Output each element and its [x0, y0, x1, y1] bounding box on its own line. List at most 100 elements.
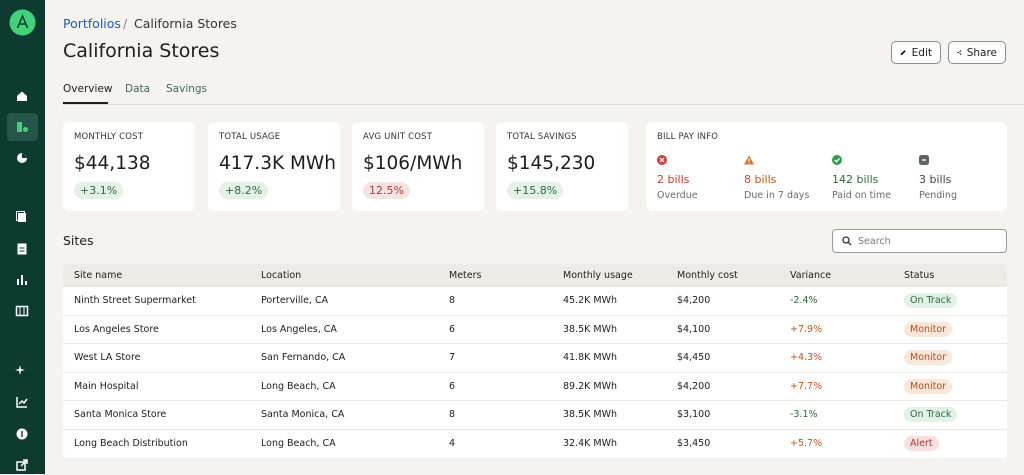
table-cell: 38.5K MWh: [563, 316, 617, 344]
kpi-card: TOTAL SAVINGS $145,230 +15.8%: [496, 122, 628, 211]
portfolio-icon[interactable]: [12, 117, 32, 137]
cell-text: $4,100: [677, 323, 711, 335]
share-button[interactable]: Share: [948, 41, 1006, 64]
kpi-value: 417.3K MWh: [219, 153, 336, 174]
kpi-value: $106/MWh: [363, 153, 463, 174]
table-cell: 38.5K MWh: [563, 401, 617, 429]
active-nav[interactable]: [7, 113, 38, 141]
table-row[interactable]: Ninth Street Supermarket Porterville, CA 8…: [63, 287, 1007, 316]
bill-status-icon: [832, 155, 842, 165]
table-cell: Los Angeles Store: [74, 316, 159, 344]
variance: -2.4%: [790, 295, 818, 307]
cell-text: 38.5K MWh: [563, 323, 618, 335]
bill-label: Due in 7 days: [744, 190, 810, 201]
variance: +4.3%: [790, 352, 823, 364]
cell-text: San Fernando, CA: [261, 352, 346, 364]
column-header[interactable]: Location: [261, 269, 302, 281]
breadcrumb-current: California Stores: [134, 16, 237, 31]
edit-button[interactable]: Edit: [891, 41, 941, 64]
logo[interactable]: [9, 9, 36, 36]
column-header[interactable]: Variance: [790, 269, 832, 281]
cell-text: Porterville, CA: [261, 295, 329, 307]
bars-icon[interactable]: [12, 270, 32, 290]
table-cell: Santa Monica, CA: [261, 401, 344, 429]
variance: +7.7%: [790, 380, 823, 392]
table-row[interactable]: Santa Monica Store Santa Monica, CA 8 38.5K…: [63, 401, 1007, 430]
bill-pay-item: 3 bills Pending: [919, 150, 957, 201]
column-header[interactable]: Monthly usage: [563, 269, 633, 281]
dollar-icon[interactable]: [12, 424, 32, 444]
bill-status-icon: [744, 155, 754, 165]
table-cell: -2.4%: [790, 287, 818, 315]
table-row[interactable]: Los Angeles Store Los Angeles, CA 6 38.5K M…: [63, 316, 1007, 344]
table-row[interactable]: West LA Store San Fernando, CA 7 41.8K MWh $…: [63, 344, 1007, 373]
cell-text: 38.5K MWh: [563, 409, 618, 421]
table-cell: 8: [449, 287, 455, 315]
bill-label: Pending: [919, 190, 957, 201]
status-badge: Alert: [904, 436, 939, 452]
cell-text: Long Beach Distribution: [74, 438, 188, 450]
table-cell: Monitor: [904, 344, 953, 372]
table-cell: 32.4K MWh: [563, 430, 617, 459]
variance: +7.9%: [790, 323, 823, 335]
kpi-change: 12.5%: [363, 182, 410, 199]
table-cell: Ninth Street Supermarket: [74, 287, 196, 315]
chart-icon[interactable]: [12, 148, 32, 168]
kpi-card: AVG UNIT COST $106/MWh 12.5%: [352, 122, 484, 211]
column-header[interactable]: Site name: [74, 269, 123, 281]
spark-icon[interactable]: [12, 360, 32, 380]
copy-icon[interactable]: [12, 207, 32, 227]
column-header[interactable]: Status: [904, 269, 935, 281]
bill-pay-card: BILL PAY INFO 2 bills Overdue 8 bills Due i…: [646, 122, 1007, 211]
kpi-card: TOTAL USAGE 417.3K MWh +8.2%: [208, 122, 340, 211]
table-cell: 7: [449, 344, 455, 372]
table-row[interactable]: Long Beach Distribution Long Beach, CA 4 32…: [63, 430, 1007, 459]
kpi-card: MONTHLY COST $44,138 +3.1%: [63, 122, 195, 211]
cell-text: $4,450: [677, 352, 711, 364]
cell-text: 41.8K MWh: [563, 352, 618, 364]
bill-pay-title: BILL PAY INFO: [657, 132, 719, 142]
table-icon[interactable]: [12, 301, 32, 321]
table-cell: 6: [449, 373, 455, 401]
doc-icon[interactable]: [12, 239, 32, 259]
cell-text: $4,200: [677, 380, 711, 392]
variance: +5.7%: [790, 438, 823, 450]
search-box[interactable]: Search: [832, 229, 1007, 253]
table-cell: $4,450: [677, 344, 710, 372]
cell-text: 45.2K MWh: [563, 295, 618, 307]
bill-status-icon: [657, 155, 667, 165]
page-title: California Stores: [63, 40, 220, 62]
table-cell: Long Beach, CA: [261, 373, 336, 401]
kpi-value: $44,138: [74, 153, 151, 174]
table-cell: 8: [449, 401, 455, 429]
column-header[interactable]: Meters: [449, 269, 482, 281]
kpi-value: $145,230: [507, 153, 596, 174]
external-icon[interactable]: [12, 455, 32, 475]
column-header[interactable]: Monthly cost: [677, 269, 738, 281]
kpi-change: +3.1%: [74, 182, 124, 199]
tab[interactable]: Data: [125, 83, 151, 95]
table-cell: +7.9%: [790, 316, 822, 344]
status-badge: On Track: [904, 293, 958, 309]
breadcrumb-link[interactable]: Portfolios: [63, 16, 121, 31]
status-badge: On Track: [904, 407, 958, 423]
table-cell: -3.1%: [790, 401, 818, 429]
table-cell: 45.2K MWh: [563, 287, 617, 315]
trend-icon[interactable]: [12, 392, 32, 412]
bill-count: 3 bills: [919, 173, 952, 186]
breadcrumb-separator: /: [123, 16, 128, 31]
cell-text: Ninth Street Supermarket: [74, 295, 196, 307]
bill-count: 142 bills: [832, 173, 879, 186]
table-cell: $3,450: [677, 430, 710, 459]
cell-text: Long Beach, CA: [261, 380, 336, 392]
tab[interactable]: Overview: [63, 83, 113, 95]
home-icon[interactable]: [12, 86, 32, 106]
table-cell: +5.7%: [790, 430, 822, 459]
share-icon: [957, 50, 962, 55]
kpi-label: TOTAL USAGE: [219, 132, 281, 142]
share-label: Share: [966, 46, 997, 59]
table-row[interactable]: Main Hospital Long Beach, CA 6 89.2K MWh $4,…: [63, 373, 1007, 401]
kpi-label: TOTAL SAVINGS: [507, 132, 577, 142]
tab[interactable]: Savings: [166, 83, 208, 95]
cell-text: Los Angeles, CA: [261, 323, 337, 335]
